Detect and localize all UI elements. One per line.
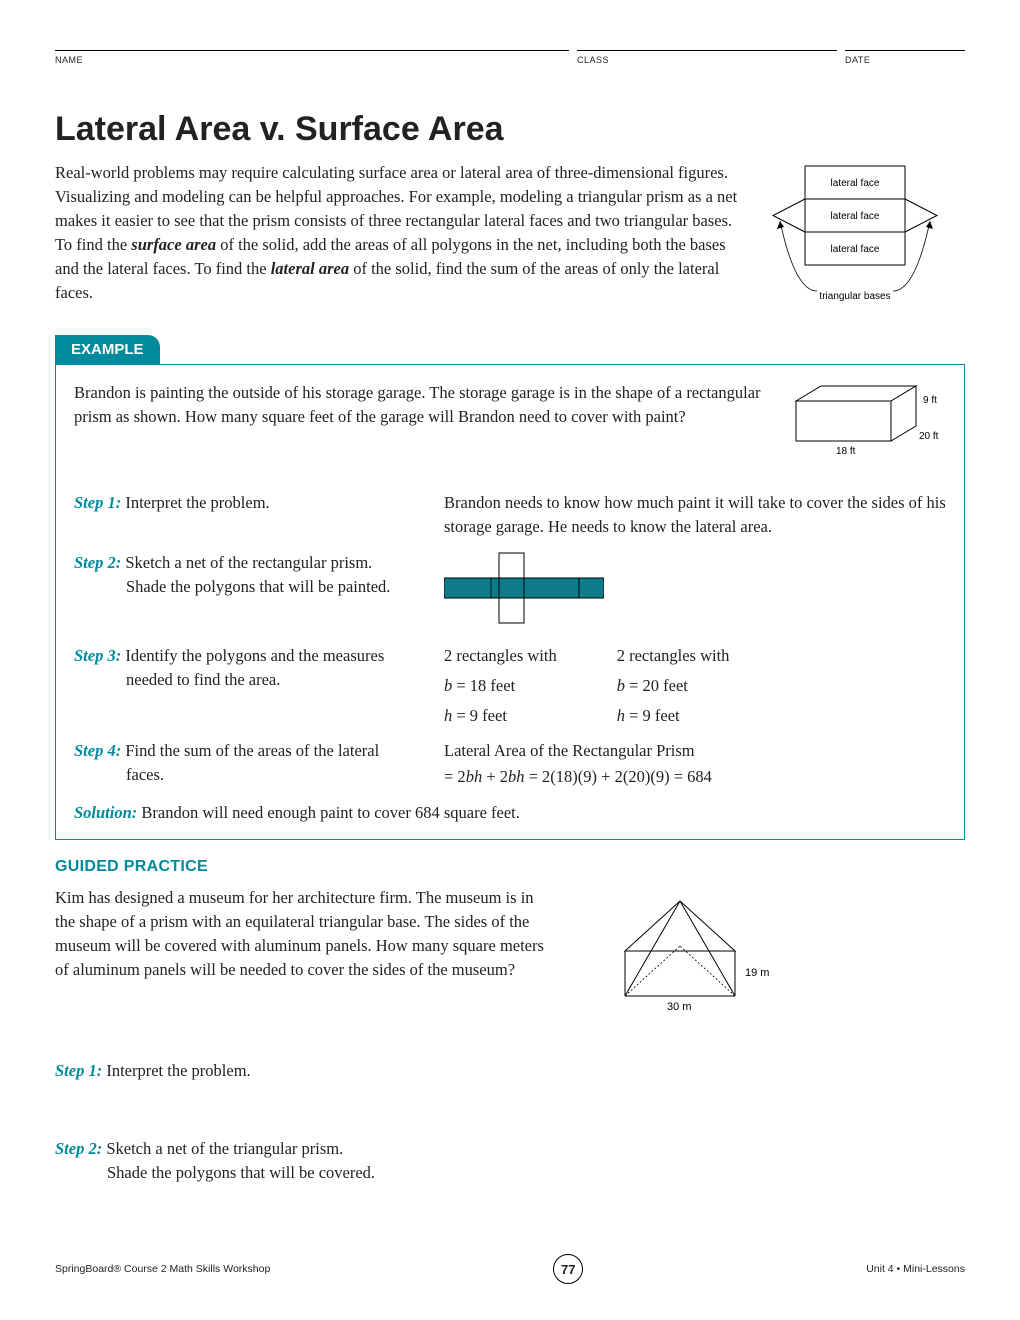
guided-step2: Step 2: Sketch a net of the triangular p… (55, 1137, 965, 1185)
example-problem: Brandon is painting the outside of his s… (74, 381, 771, 473)
solution-text: Brandon will need enough paint to cover … (137, 803, 520, 822)
step3-text: Identify the polygons and the measures (121, 646, 384, 665)
footer-right: Unit 4 • Mini-Lessons (866, 1263, 965, 1275)
triangular-prism-net-diagram: lateral face lateral face lateral face t… (755, 161, 965, 321)
page-title: Lateral Area v. Surface Area (55, 110, 965, 149)
header-fields: NAME CLASS DATE (55, 50, 965, 65)
step2-label: Step 2: (74, 553, 121, 572)
step2-indent: Shade the polygons that will be painted. (126, 575, 424, 599)
s4-r1: Lateral Area of the Rectangular Prism (444, 739, 946, 763)
net-lf1: lateral face (831, 178, 880, 189)
s3-c1-1: 2 rectangles with (444, 644, 557, 668)
step1-right: Brandon needs to know how much paint it … (444, 491, 946, 539)
s3-c2-1: 2 rectangles with (617, 644, 730, 668)
class-field-label[interactable]: CLASS (577, 50, 837, 65)
intro-section: Real-world problems may require calculat… (55, 161, 965, 321)
guided-practice-problem: Kim has designed a museum for her archit… (55, 886, 545, 982)
step3-right: 2 rectangles with b = 18 feet h = 9 feet… (444, 644, 946, 728)
net-lf3: lateral face (831, 244, 880, 255)
step1-left: Step 1: Interpret the problem. (74, 491, 424, 515)
step3-indent: needed to find the area. (126, 668, 424, 692)
guided-step1-text: Interpret the problem. (102, 1061, 250, 1080)
step3-label: Step 3: (74, 646, 121, 665)
guided-step2-label: Step 2: (55, 1139, 102, 1158)
step2-text: Sketch a net of the rectangular prism. (121, 553, 372, 572)
guided-step1: Step 1: Interpret the problem. (55, 1059, 965, 1083)
example-tab: EXAMPLE (55, 335, 160, 364)
step2-right (444, 551, 946, 632)
intro-bi2: lateral area (271, 259, 349, 278)
step3-left: Step 3: Identify the polygons and the me… (74, 644, 424, 692)
step4-indent: faces. (126, 763, 424, 787)
net-lf2: lateral face (831, 211, 880, 222)
step4-label: Step 4: (74, 741, 121, 760)
step4-left: Step 4: Find the sum of the areas of the… (74, 739, 424, 787)
step1-label: Step 1: (74, 493, 121, 512)
example-box: Brandon is painting the outside of his s… (55, 364, 965, 840)
prism-dim-20ft: 20 ft (919, 431, 939, 442)
step4-text: Find the sum of the areas of the lateral (121, 741, 379, 760)
page-number: 77 (553, 1254, 583, 1284)
guided-step2-indent: Shade the polygons that will be covered. (107, 1161, 965, 1185)
tri-dim-19m: 19 m (745, 967, 769, 979)
guided-practice-title: GUIDED PRACTICE (55, 858, 965, 876)
prism-dim-18ft: 18 ft (836, 446, 856, 457)
intro-bi1: surface area (131, 235, 216, 254)
rectangular-prism-diagram: 9 ft 20 ft 18 ft (791, 381, 946, 473)
step4-right: Lateral Area of the Rectangular Prism = … (444, 739, 946, 789)
step1-text: Interpret the problem. (121, 493, 269, 512)
name-field-label[interactable]: NAME (55, 50, 569, 65)
step2-left: Step 2: Sketch a net of the rectangular … (74, 551, 424, 599)
intro-text: Real-world problems may require calculat… (55, 161, 740, 305)
date-field-label[interactable]: DATE (845, 50, 965, 65)
tri-dim-30m: 30 m (667, 1001, 691, 1013)
solution-label: Solution: (74, 803, 137, 822)
solution-row: Solution: Brandon will need enough paint… (74, 801, 946, 825)
net-tb: triangular bases (819, 291, 890, 302)
footer-left: SpringBoard® Course 2 Math Skills Worksh… (55, 1263, 270, 1275)
page-footer: SpringBoard® Course 2 Math Skills Worksh… (55, 1254, 965, 1284)
guided-step2-text: Sketch a net of the triangular prism. (102, 1139, 343, 1158)
triangular-prism-diagram: 19 m 30 m (585, 886, 805, 1031)
guided-step1-label: Step 1: (55, 1061, 102, 1080)
prism-dim-9ft: 9 ft (923, 395, 937, 406)
